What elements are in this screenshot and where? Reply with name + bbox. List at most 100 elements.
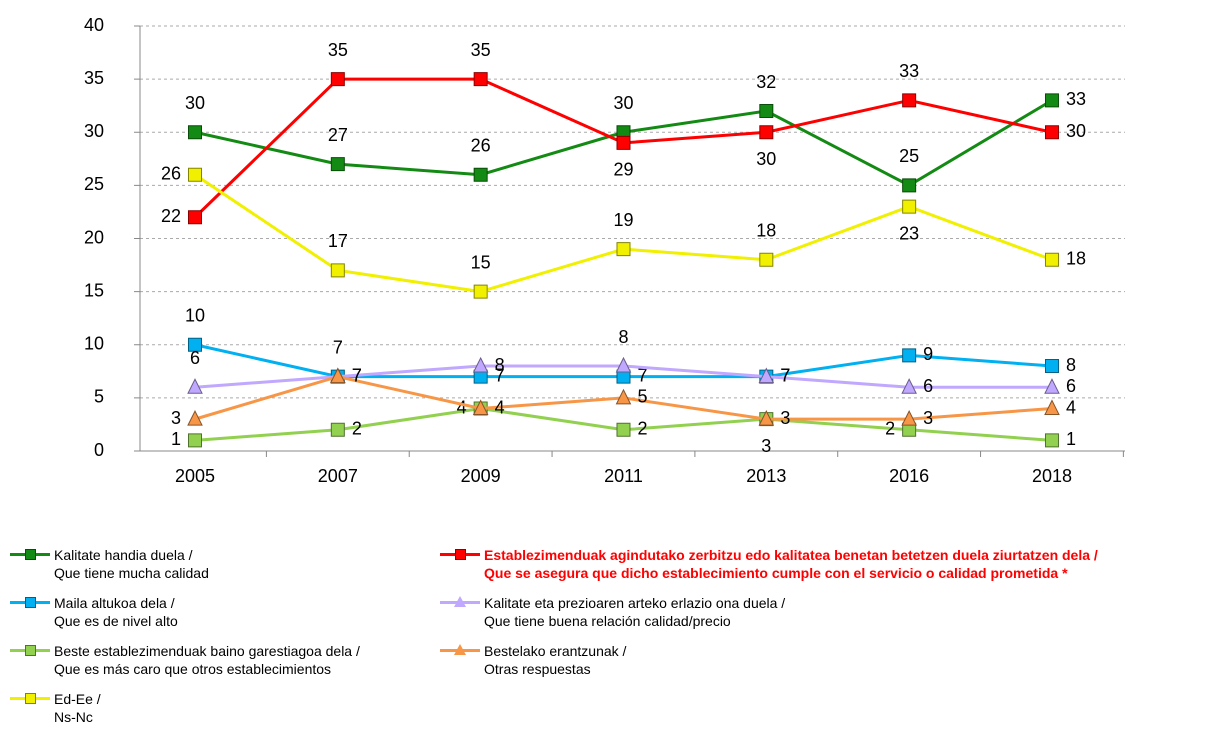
- data-label: 25: [899, 146, 919, 166]
- marker: [187, 410, 203, 426]
- marker: [902, 93, 917, 108]
- marker: [1044, 378, 1060, 394]
- legend-symbol: [25, 549, 36, 560]
- marker: [473, 72, 488, 87]
- data-label: 6: [190, 348, 200, 368]
- marker: [902, 199, 917, 214]
- data-label: 3: [171, 408, 181, 428]
- series-line: [194, 173, 1053, 294]
- data-label: 35: [471, 40, 491, 60]
- data-label: 29: [613, 160, 633, 180]
- marker: [758, 367, 775, 384]
- data-label: 9: [923, 344, 933, 364]
- legend-symbol: [454, 596, 466, 607]
- data-label: 3: [923, 408, 933, 428]
- marker: [758, 410, 775, 426]
- data-label: 27: [328, 125, 348, 145]
- marker: [615, 388, 632, 405]
- data-label: 2: [637, 419, 647, 439]
- data-label: 7: [637, 365, 647, 385]
- data-label: 7: [780, 365, 790, 385]
- marker: [473, 167, 488, 182]
- marker: [1044, 433, 1059, 448]
- marker: [902, 178, 917, 193]
- legend-symbol: [25, 645, 36, 656]
- legend-marker: [440, 644, 480, 655]
- marker: [616, 135, 631, 150]
- legend-marker: [10, 693, 50, 704]
- data-label: 2: [885, 419, 895, 439]
- data-label: 6: [1066, 376, 1076, 396]
- x-tick-label: 2018: [1032, 466, 1072, 486]
- marker: [330, 157, 345, 172]
- x-tick-label: 2013: [746, 466, 786, 486]
- legend-symbol: [25, 693, 36, 704]
- data-label: 32: [756, 72, 776, 92]
- marker: [616, 242, 631, 257]
- data-label: 4: [1066, 397, 1076, 417]
- x-tick-label: 2007: [318, 466, 358, 486]
- marker: [615, 356, 632, 373]
- y-tick-label: 20: [84, 227, 104, 247]
- marker: [901, 378, 917, 394]
- data-label: 15: [471, 252, 491, 272]
- y-tick-label: 30: [84, 121, 104, 141]
- data-label: 30: [756, 149, 776, 169]
- legend-marker: [440, 596, 480, 607]
- x-tick-label: 2011: [604, 466, 643, 486]
- y-tick-label: 25: [84, 174, 104, 194]
- marker: [616, 422, 631, 437]
- legend-label: Kalitate handia duela / Que tiene mucha …: [54, 547, 209, 581]
- marker: [759, 252, 774, 267]
- data-label: 18: [1066, 249, 1086, 269]
- marker: [188, 337, 202, 352]
- x-tick-label: 2005: [175, 466, 215, 486]
- legend-symbol: [454, 644, 466, 655]
- data-label: 3: [780, 408, 790, 428]
- marker: [330, 263, 345, 278]
- data-label: 26: [161, 164, 181, 184]
- data-label: 3: [761, 436, 771, 456]
- data-label: 33: [899, 61, 919, 81]
- marker: [1044, 359, 1059, 373]
- marker: [188, 125, 202, 140]
- marker: [472, 399, 489, 415]
- data-label: 26: [471, 136, 491, 156]
- data-label: 6: [923, 376, 933, 396]
- legend-marker: [10, 549, 50, 560]
- data-label: 4: [495, 397, 505, 417]
- y-tick-label: 40: [84, 15, 104, 35]
- data-label: 30: [613, 93, 633, 113]
- marker: [188, 210, 202, 225]
- data-label: 10: [185, 306, 205, 326]
- data-label: 7: [352, 365, 362, 385]
- marker: [901, 410, 917, 426]
- data-label: 17: [328, 231, 348, 251]
- data-label: 1: [1066, 429, 1076, 449]
- marker: [902, 348, 917, 363]
- data-label: 33: [1066, 89, 1086, 109]
- legend-marker: [440, 549, 480, 560]
- marker: [330, 72, 345, 87]
- legend-label: Ed-Ee / Ns-Nc: [54, 691, 101, 725]
- marker: [1044, 252, 1059, 267]
- marker: [1044, 125, 1059, 140]
- marker: [330, 367, 346, 384]
- marker: [473, 284, 488, 299]
- marker: [187, 378, 203, 394]
- legend-label: Beste establezimenduak baino garestiagoa…: [54, 643, 360, 677]
- data-label: 35: [328, 40, 348, 60]
- marker: [759, 125, 774, 140]
- x-tick-label: 2016: [889, 466, 929, 486]
- legend-label: Kalitate eta prezioaren arteko erlazio o…: [484, 595, 786, 629]
- legend-label: Bestelako erantzunak / Otras respuestas: [484, 643, 627, 677]
- y-tick-label: 15: [84, 280, 104, 300]
- marker: [330, 422, 345, 437]
- data-label: 4: [457, 397, 467, 417]
- data-label: 8: [495, 355, 505, 375]
- data-label: 7: [333, 337, 343, 357]
- y-tick-label: 35: [84, 68, 104, 88]
- data-label: 22: [161, 206, 181, 226]
